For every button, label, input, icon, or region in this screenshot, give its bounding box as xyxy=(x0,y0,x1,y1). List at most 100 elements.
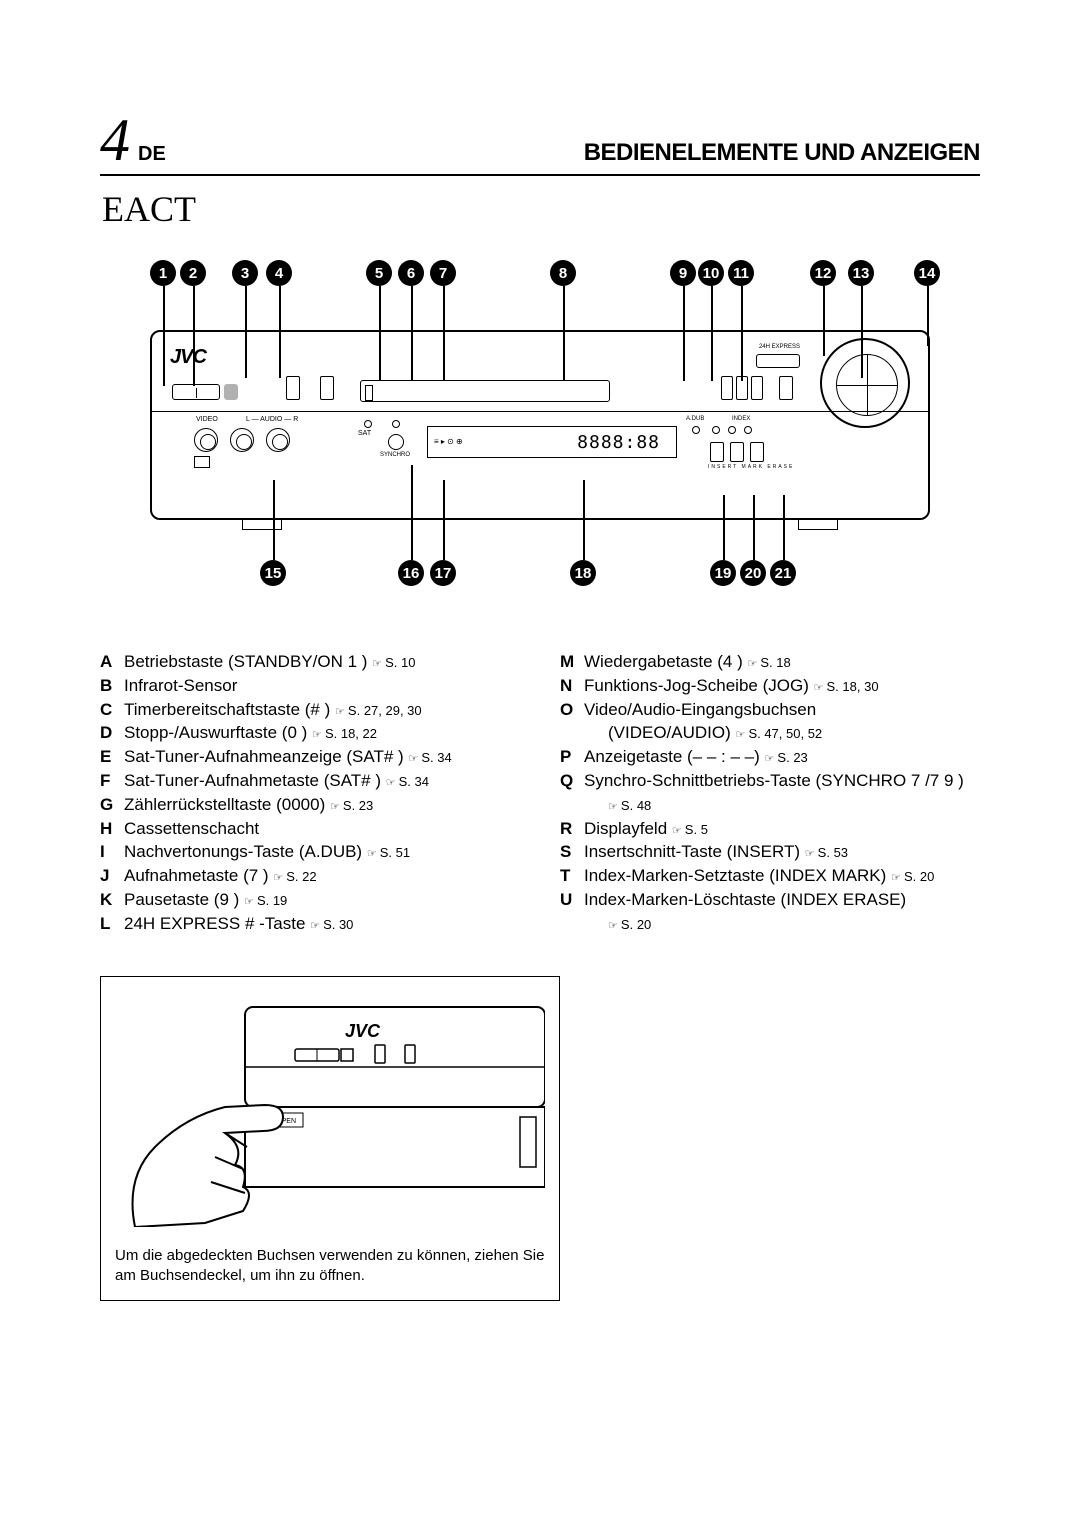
legend-text: Aufnahmetaste (7 ) S. 22 xyxy=(124,864,520,888)
legend-text: Video/Audio-Eingangsbuchsen xyxy=(584,698,980,722)
express-button xyxy=(756,354,800,368)
index-mark-button xyxy=(730,442,744,462)
page-ref: S. 10 xyxy=(372,655,415,670)
sat-label: SAT xyxy=(358,430,371,437)
insert-button xyxy=(710,442,724,462)
legend-right-column: MWiedergabetaste (4 ) S. 18NFunktions-Jo… xyxy=(560,650,980,936)
page-ref: S. 5 xyxy=(672,822,708,837)
insert-led xyxy=(712,426,720,434)
legend-key: S xyxy=(560,840,578,864)
device-foot-left xyxy=(242,520,282,530)
page-ref: S. 34 xyxy=(408,750,451,765)
page-ref: S. 51 xyxy=(367,845,410,860)
legend-key: J xyxy=(100,864,118,888)
callout-16: 16 xyxy=(398,560,424,586)
audio-label: L — AUDIO — R xyxy=(246,416,298,423)
legend-text: Wiedergabetaste (4 ) S. 18 xyxy=(584,650,980,674)
bottom-figure: JVC PULL OPEN Um die abgedeckten Buchsen… xyxy=(100,976,560,1302)
adub-led xyxy=(692,426,700,434)
play-button xyxy=(751,376,763,400)
legend-key: F xyxy=(100,769,118,793)
leader-line xyxy=(163,286,165,386)
device-upper-panel: JVC 24H EXPRESS xyxy=(152,332,928,412)
page-ref: S. 20 xyxy=(608,917,651,932)
legend-key: R xyxy=(560,817,578,841)
hand-icon xyxy=(133,1105,284,1227)
legend-key: E xyxy=(100,745,118,769)
legend-item: MWiedergabetaste (4 ) S. 18 xyxy=(560,650,980,674)
callout-9: 9 xyxy=(670,260,696,286)
video-label: VIDEO xyxy=(196,416,218,423)
page-number: 4 xyxy=(100,110,130,170)
legend-key: O xyxy=(560,698,578,722)
callout-14: 14 xyxy=(914,260,940,286)
sat-led xyxy=(364,420,372,428)
legend-item: (VIDEO/AUDIO) S. 47, 50, 52 xyxy=(560,721,980,745)
page-ref: S. 18 xyxy=(747,655,790,670)
legend-text: Anzeigetaste (– – : – –) S. 23 xyxy=(584,745,980,769)
subheading: EACT xyxy=(102,188,980,230)
legend-key: B xyxy=(100,674,118,698)
legend-text: Sat-Tuner-Aufnahmeanzeige (SAT# ) S. 34 xyxy=(124,745,520,769)
device-foot-right xyxy=(798,520,838,530)
legend-key: A xyxy=(100,650,118,674)
callout-20: 20 xyxy=(740,560,766,586)
insert-mark-erase-label: INSERT MARK ERASE xyxy=(708,464,794,470)
index-label: INDEX xyxy=(732,416,750,422)
bottom-caption: Um die abgedeckten Buchsen verwenden zu … xyxy=(115,1246,545,1287)
callout-10: 10 xyxy=(698,260,724,286)
legend-item: RDisplayfeld S. 5 xyxy=(560,817,980,841)
adub-label: A.DUB xyxy=(686,416,704,422)
standby-button xyxy=(172,384,220,400)
legend-text: Pausetaste (9 ) S. 19 xyxy=(124,888,520,912)
express-label: 24H EXPRESS xyxy=(759,344,800,350)
page-ref: S. 19 xyxy=(244,893,287,908)
callout-8: 8 xyxy=(550,260,576,286)
leader-line xyxy=(783,495,785,560)
legend-text: Sat-Tuner-Aufnahmetaste (SAT# ) S. 34 xyxy=(124,769,520,793)
page-ref: S. 53 xyxy=(805,845,848,860)
legend-item: JAufnahmetaste (7 ) S. 22 xyxy=(100,864,520,888)
legend-text: Nachvertonungs-Taste (A.DUB) S. 51 xyxy=(124,840,520,864)
leader-line xyxy=(753,495,755,560)
legend-text: Displayfeld S. 5 xyxy=(584,817,980,841)
callout-4: 4 xyxy=(266,260,292,286)
fig-logo: JVC xyxy=(345,1021,381,1041)
page-ref: S. 18, 30 xyxy=(814,679,879,694)
legend-item: ABetriebstaste (STANDBY/ON 1 ) S. 10 xyxy=(100,650,520,674)
device-lower-panel: VIDEO L — AUDIO — R SAT SYNCHRO ≡ ▸ ⊙ ⊕ … xyxy=(152,412,928,482)
callout-2: 2 xyxy=(180,260,206,286)
page-ref: S. 23 xyxy=(330,798,373,813)
legend-key: C xyxy=(100,698,118,722)
legend-item: QSynchro-Schnittbetriebs-Taste (SYNCHRO … xyxy=(560,769,980,793)
legend-left-column: ABetriebstaste (STANDBY/ON 1 ) S. 10BInf… xyxy=(100,650,520,936)
callout-12: 12 xyxy=(810,260,836,286)
erase-led xyxy=(744,426,752,434)
legend-item: OVideo/Audio-Eingangsbuchsen xyxy=(560,698,980,722)
leader-line xyxy=(379,286,381,381)
legend-item: HCassettenschacht xyxy=(100,817,520,841)
ir-sensor xyxy=(224,384,238,400)
legend-item: DStopp-/Auswurftaste (0 ) S. 18, 22 xyxy=(100,721,520,745)
legend-text: Funktions-Jog-Scheibe (JOG) S. 18, 30 xyxy=(584,674,980,698)
leader-line xyxy=(583,480,585,560)
leader-line xyxy=(927,286,929,346)
callout-13: 13 xyxy=(848,260,874,286)
cassette-slot xyxy=(360,380,610,402)
callout-17: 17 xyxy=(430,560,456,586)
legend-key: N xyxy=(560,674,578,698)
legend-text: Timerbereitschaftstaste (# ) S. 27, 29, … xyxy=(124,698,520,722)
rec-button xyxy=(721,376,733,400)
index-erase-button xyxy=(750,442,764,462)
legend-item: NFunktions-Jog-Scheibe (JOG) S. 18, 30 xyxy=(560,674,980,698)
index-leds xyxy=(712,426,752,434)
device-diagram: 1234567891011121314 JVC 24H EXPRESS xyxy=(150,260,930,590)
legend-item: ESat-Tuner-Aufnahmeanzeige (SAT# ) S. 34 xyxy=(100,745,520,769)
leader-line xyxy=(741,286,743,381)
page-ref: S. 27, 29, 30 xyxy=(335,703,422,718)
legend-key: L xyxy=(100,912,118,936)
synchro-button xyxy=(388,434,404,450)
legend-text: Synchro-Schnittbetriebs-Taste (SYNCHRO 7… xyxy=(584,769,980,793)
page-ref: S. 34 xyxy=(386,774,429,789)
mark-led xyxy=(728,426,736,434)
